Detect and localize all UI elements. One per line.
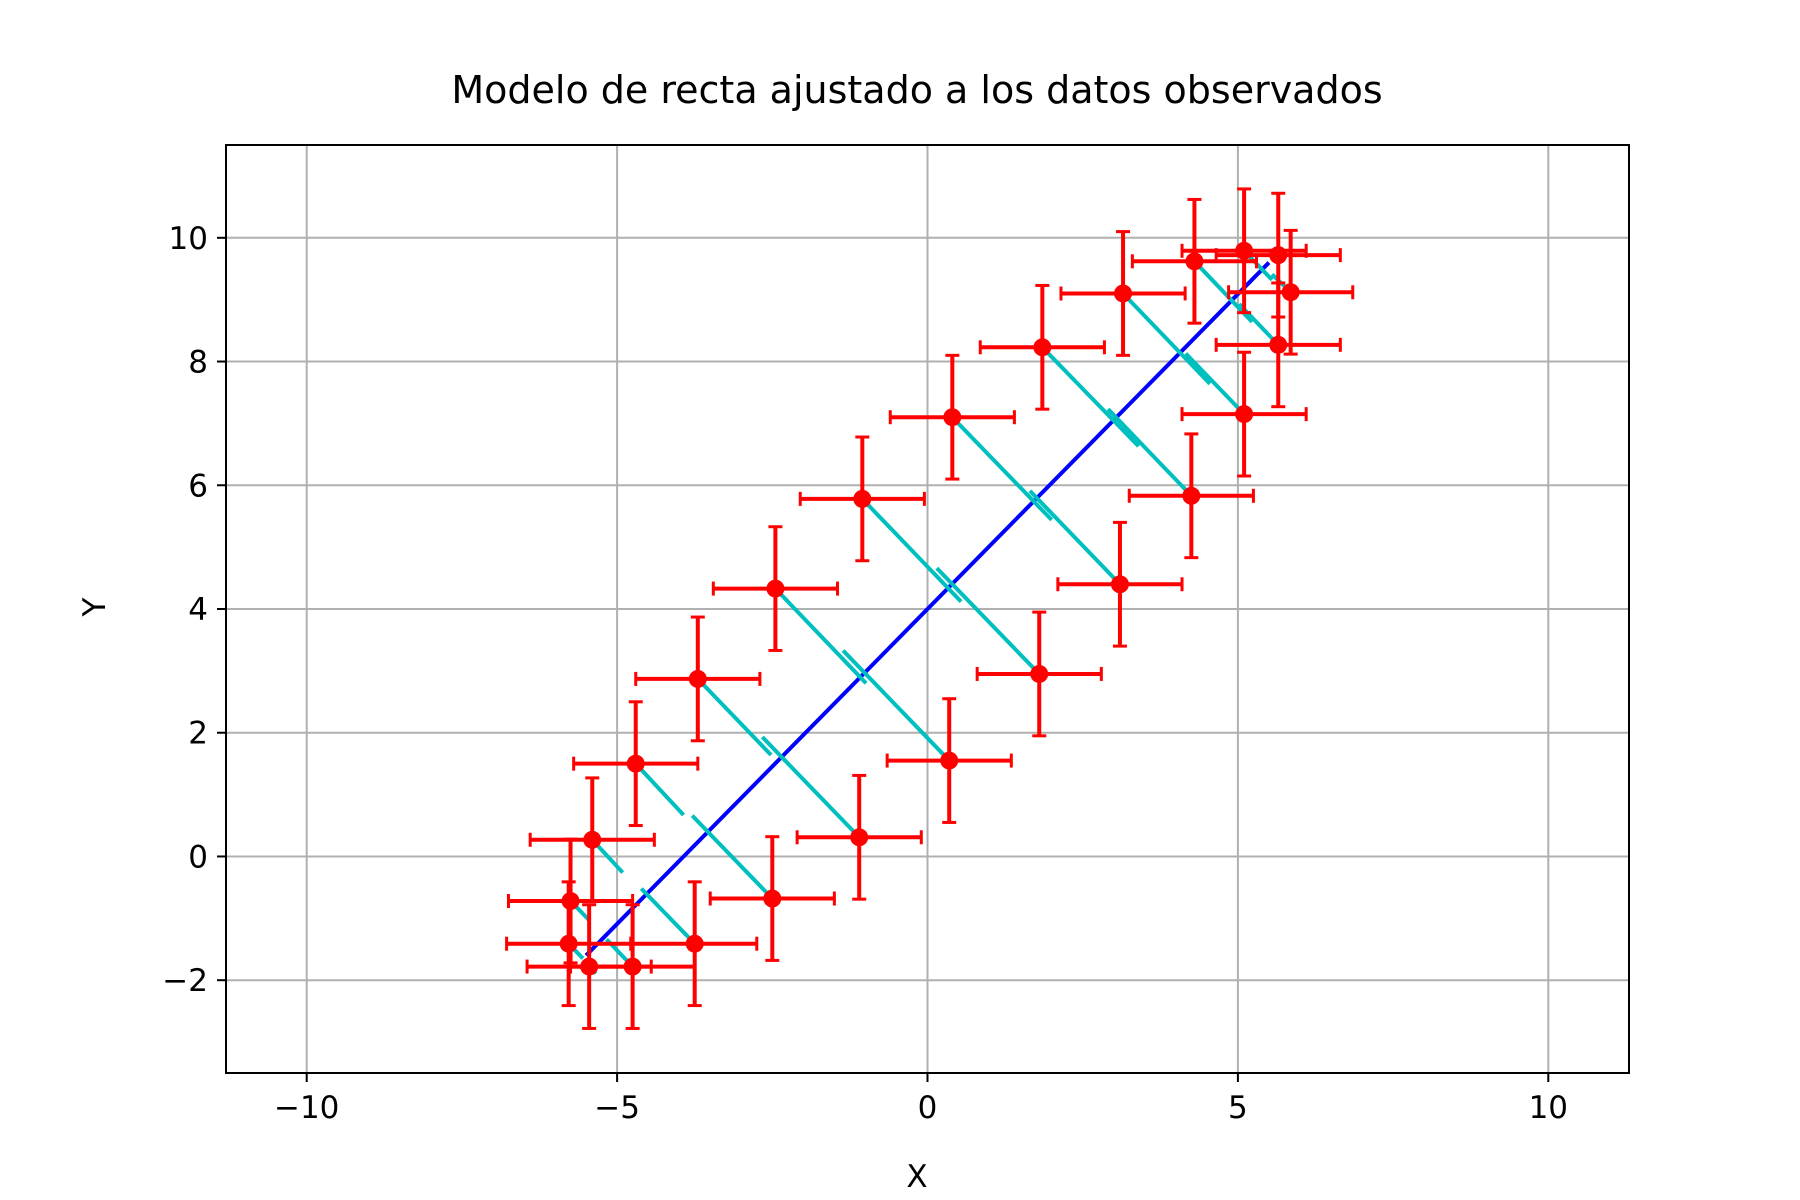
data-point bbox=[885, 697, 1013, 824]
point-marker bbox=[853, 489, 872, 508]
data-point bbox=[795, 773, 923, 901]
data-point bbox=[634, 615, 762, 743]
data-point bbox=[798, 435, 926, 563]
data-point bbox=[711, 525, 839, 652]
residual-line bbox=[1028, 489, 1122, 586]
residual-line bbox=[773, 587, 868, 685]
y-axis-label: Y bbox=[77, 597, 113, 617]
point-marker bbox=[1182, 486, 1201, 505]
residual-line bbox=[950, 415, 1054, 522]
data-point bbox=[1056, 520, 1184, 648]
point-marker bbox=[1033, 338, 1052, 357]
data-point bbox=[888, 353, 1016, 481]
data-point bbox=[975, 610, 1103, 738]
residual-line bbox=[1121, 292, 1212, 386]
point-marker bbox=[1269, 335, 1288, 354]
x-tick-label: −5 bbox=[594, 1090, 640, 1126]
point-marker bbox=[1110, 575, 1129, 594]
point-marker bbox=[1269, 246, 1288, 265]
y-tick-label: 8 bbox=[188, 345, 208, 381]
residual-line bbox=[760, 735, 861, 839]
data-point bbox=[1180, 350, 1308, 478]
data-point bbox=[1130, 197, 1259, 325]
point-marker bbox=[580, 957, 599, 976]
point-marker bbox=[1185, 252, 1204, 271]
x-tick-label: 10 bbox=[1529, 1090, 1568, 1126]
fit-line-layer bbox=[584, 261, 1271, 957]
fit-line bbox=[584, 261, 1271, 957]
y-tick-label: 0 bbox=[188, 839, 208, 875]
residual-line bbox=[1106, 407, 1193, 498]
point-marker bbox=[1235, 405, 1254, 424]
point-marker bbox=[688, 669, 707, 688]
y-tick-label: 2 bbox=[188, 716, 208, 752]
point-marker bbox=[1281, 283, 1300, 302]
point-marker bbox=[583, 830, 602, 849]
x-tick-label: −10 bbox=[274, 1090, 339, 1126]
y-tick-label: 10 bbox=[169, 221, 208, 257]
data-point bbox=[505, 880, 633, 1008]
chart-title: Modelo de recta ajustado a los datos obs… bbox=[451, 68, 1382, 112]
point-marker bbox=[1030, 664, 1049, 683]
data-point bbox=[572, 700, 700, 828]
data-point bbox=[708, 835, 836, 962]
data-points bbox=[505, 187, 1355, 1030]
y-tick-label: 4 bbox=[188, 592, 208, 628]
y-tick-label: 6 bbox=[188, 468, 208, 504]
residual-line bbox=[639, 887, 697, 946]
data-point bbox=[1214, 281, 1342, 409]
data-point bbox=[1127, 432, 1255, 560]
point-marker bbox=[766, 579, 785, 598]
data-point bbox=[978, 283, 1106, 411]
axis-ticks: −10 −5 0 5 10 −2 0 2 4 6 8 10 bbox=[162, 221, 1568, 1126]
point-marker bbox=[626, 754, 645, 773]
point-marker bbox=[763, 889, 782, 908]
x-axis-label: X bbox=[906, 1159, 927, 1195]
residual-line bbox=[1040, 345, 1141, 448]
residual-line bbox=[860, 497, 963, 603]
data-point bbox=[631, 880, 759, 1008]
data-point bbox=[1059, 230, 1187, 357]
data-point bbox=[1227, 228, 1355, 356]
point-marker bbox=[1114, 284, 1133, 303]
point-marker bbox=[940, 751, 959, 770]
data-point bbox=[1214, 191, 1342, 319]
residual-line bbox=[1184, 352, 1246, 416]
residual-line bbox=[690, 814, 774, 900]
data-point bbox=[525, 903, 653, 1030]
point-marker bbox=[685, 934, 704, 953]
x-tick-label: 5 bbox=[1228, 1090, 1248, 1126]
y-tick-label: −2 bbox=[162, 963, 208, 999]
point-marker bbox=[850, 828, 869, 847]
residual-line bbox=[634, 762, 685, 817]
residual-line bbox=[841, 649, 951, 762]
data-point bbox=[528, 776, 656, 904]
x-tick-label: 0 bbox=[918, 1090, 938, 1126]
residual-line bbox=[696, 677, 773, 757]
point-marker bbox=[943, 408, 962, 427]
point-marker bbox=[559, 934, 578, 953]
residual-line bbox=[935, 566, 1041, 676]
